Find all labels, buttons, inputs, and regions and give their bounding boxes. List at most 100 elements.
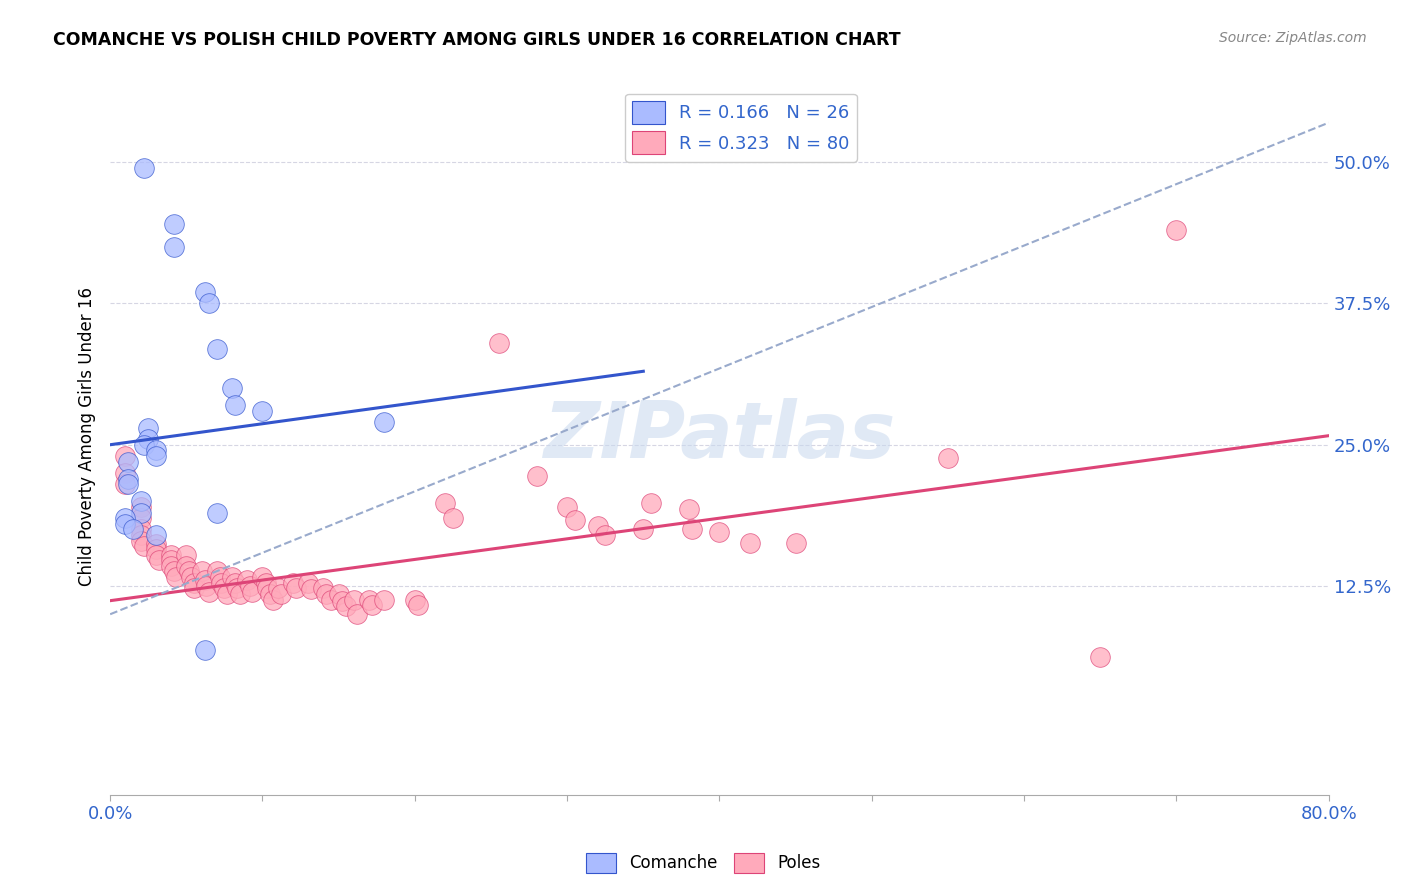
Point — [346, 607, 368, 622]
Point — [406, 598, 429, 612]
Point — [132, 161, 155, 175]
Point — [198, 584, 221, 599]
Point — [114, 466, 136, 480]
Point — [633, 523, 655, 537]
Point — [254, 575, 277, 590]
Point — [335, 599, 357, 614]
Point — [681, 523, 703, 537]
Point — [319, 592, 342, 607]
Point — [145, 449, 167, 463]
Point — [224, 575, 246, 590]
Point — [194, 643, 217, 657]
Text: COMANCHE VS POLISH CHILD POVERTY AMONG GIRLS UNDER 16 CORRELATION CHART: COMANCHE VS POLISH CHILD POVERTY AMONG G… — [53, 31, 901, 49]
Point — [256, 581, 278, 595]
Point — [312, 581, 335, 595]
Point — [114, 511, 136, 525]
Point — [195, 579, 218, 593]
Point — [129, 533, 152, 548]
Point — [176, 549, 198, 563]
Point — [129, 506, 152, 520]
Y-axis label: Child Poverty Among Girls Under 16: Child Poverty Among Girls Under 16 — [79, 286, 96, 586]
Point — [434, 496, 457, 510]
Point — [209, 575, 232, 590]
Point — [555, 500, 578, 514]
Point — [239, 579, 262, 593]
Point — [373, 415, 395, 429]
Point — [281, 575, 304, 590]
Point — [785, 536, 807, 550]
Point — [180, 570, 202, 584]
Point — [225, 581, 247, 595]
Point — [252, 404, 274, 418]
Point — [586, 519, 609, 533]
Point — [214, 581, 236, 595]
Point — [221, 381, 243, 395]
Point — [129, 528, 152, 542]
Point — [259, 587, 281, 601]
Point — [404, 592, 426, 607]
Point — [315, 587, 337, 601]
Point — [163, 240, 186, 254]
Point — [194, 574, 217, 588]
Point — [183, 575, 205, 590]
Point — [328, 587, 350, 601]
Point — [194, 285, 217, 300]
Point — [117, 455, 139, 469]
Point — [145, 528, 167, 542]
Point — [129, 523, 152, 537]
Point — [593, 528, 616, 542]
Point — [240, 584, 263, 599]
Point — [270, 587, 292, 601]
Point — [224, 398, 246, 412]
Point — [343, 592, 366, 607]
Point — [145, 537, 167, 551]
Point — [163, 218, 186, 232]
Point — [145, 443, 167, 458]
Point — [488, 336, 510, 351]
Point — [526, 469, 548, 483]
Point — [936, 451, 959, 466]
Point — [217, 587, 239, 601]
Point — [183, 581, 205, 595]
Point — [176, 558, 198, 573]
Point — [252, 570, 274, 584]
Point — [148, 553, 170, 567]
Point — [267, 581, 290, 595]
Point — [145, 549, 167, 563]
Point — [441, 511, 464, 525]
Point — [122, 523, 145, 537]
Point — [228, 587, 250, 601]
Point — [136, 432, 159, 446]
Point — [221, 570, 243, 584]
Point — [132, 438, 155, 452]
Point — [117, 477, 139, 491]
Point — [129, 494, 152, 508]
Point — [114, 449, 136, 463]
Point — [160, 549, 183, 563]
Point — [709, 524, 731, 539]
Point — [373, 592, 395, 607]
Point — [145, 541, 167, 556]
Point — [678, 502, 700, 516]
Text: Source: ZipAtlas.com: Source: ZipAtlas.com — [1219, 31, 1367, 45]
Point — [297, 575, 319, 590]
Point — [236, 574, 259, 588]
Legend: Comanche, Poles: Comanche, Poles — [579, 847, 827, 880]
Point — [1166, 223, 1188, 237]
Point — [1090, 650, 1112, 665]
Point — [361, 598, 384, 612]
Point — [359, 592, 381, 607]
Point — [160, 553, 183, 567]
Point — [114, 477, 136, 491]
Point — [114, 516, 136, 531]
Point — [299, 582, 322, 597]
Point — [205, 342, 228, 356]
Point — [160, 558, 183, 573]
Point — [738, 536, 761, 550]
Point — [129, 511, 152, 525]
Point — [136, 421, 159, 435]
Point — [179, 564, 201, 578]
Point — [330, 593, 353, 607]
Legend: R = 0.166   N = 26, R = 0.323   N = 80: R = 0.166 N = 26, R = 0.323 N = 80 — [624, 94, 856, 161]
Point — [165, 570, 187, 584]
